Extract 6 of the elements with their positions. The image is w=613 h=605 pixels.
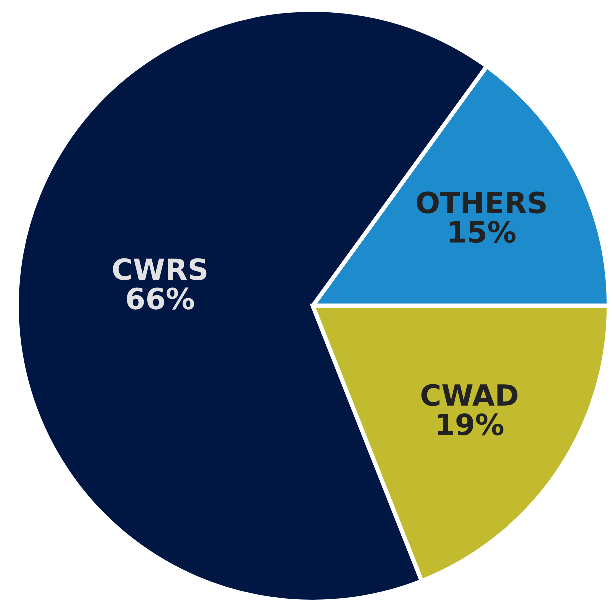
data-label: 19% [438,414,504,436]
slice-label: OTHERS [417,192,546,214]
slice-label: CWRS [113,258,207,280]
data-label: 15% [450,221,516,244]
data-label: 66% [127,288,194,310]
slice-label: CWAD [422,384,518,406]
